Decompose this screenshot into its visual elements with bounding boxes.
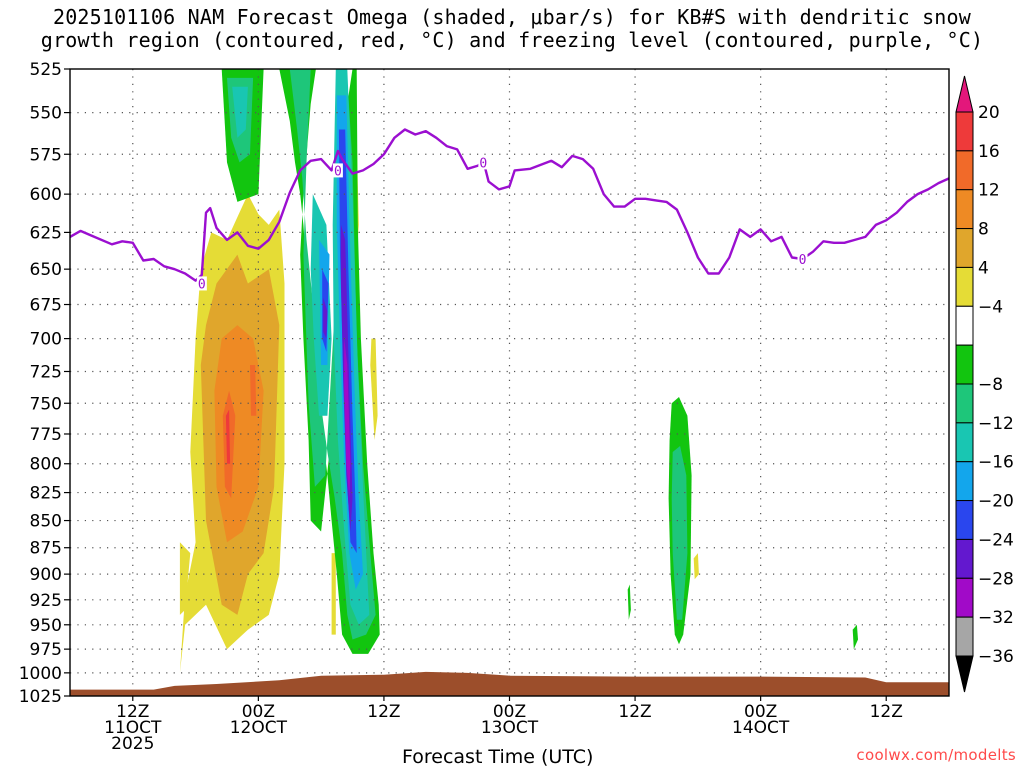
x-tick-label-h54-0: 12Z	[618, 702, 651, 722]
colorbar-label-p12: 12	[978, 181, 1000, 201]
y-tick-label-800: 800	[30, 455, 62, 475]
x-tick-label-h78-0: 12Z	[870, 702, 903, 722]
omega-region-pos20-10	[225, 409, 231, 464]
x-tick-label-h66-0: 00Z	[744, 702, 777, 722]
y-tick-label-550: 550	[30, 104, 62, 124]
omega-region-neg28-28	[344, 338, 351, 499]
freezing-level-label-2: 0	[479, 156, 487, 171]
y-axis: 525 550 575 600 625 650 675 700 725 750 775 800 825 8…	[19, 60, 70, 707]
chart-title-line-1: 2025101106 NAM Forecast Omega (shaded, μ…	[52, 5, 972, 29]
omega-region-neg4-14	[627, 584, 631, 620]
freezing-level-contour: 0 0 0 0	[70, 128, 949, 292]
freezing-level-label-3: 0	[799, 253, 807, 268]
y-tick-label-700: 700	[30, 330, 62, 350]
colorbar-legend: 20 16 12 8 4 −4 −8 −12 −16 −20 −24 −28 −32 −36	[955, 75, 1014, 693]
colorbar-box-9	[955, 461, 974, 502]
y-tick-label-675: 675	[30, 296, 62, 316]
site-credit: coolwx.com/modelts	[856, 746, 1016, 764]
freezing-level-label-1: 0	[334, 164, 342, 179]
colorbar-label-m4: −4	[978, 297, 1003, 317]
omega-region-pos4-5	[693, 553, 699, 580]
colorbar-label-m8: −8	[978, 375, 1003, 395]
omega-region-pos16-9	[250, 365, 257, 416]
omega-region-neg8-18	[671, 446, 688, 620]
colorbar-box-13	[955, 616, 974, 657]
colorbar-box-12	[955, 577, 974, 618]
y-tick-label-1025: 1025	[19, 687, 62, 707]
colorbar-box-6	[955, 344, 974, 385]
y-tick-label-850: 850	[30, 512, 62, 532]
omega-region-neg4-15	[852, 624, 858, 650]
y-tick-label-975: 975	[30, 640, 62, 660]
colorbar-box-10	[955, 500, 974, 540]
colorbar-label-p8: 8	[978, 220, 989, 240]
x-tick-label-h30-0: 12Z	[367, 702, 400, 722]
x-tick-label-h66-1: 14OCT	[732, 718, 790, 738]
colorbar-box-3	[955, 228, 974, 268]
colorbar-label-m32: −32	[978, 608, 1014, 628]
y-tick-label-1000: 1000	[19, 664, 62, 684]
terrain-fill	[70, 671, 949, 696]
x-axis-label: Forecast Time (UTC)	[402, 746, 594, 768]
freezing-label-bg-2	[478, 155, 489, 170]
colorbar-box-7	[955, 383, 974, 424]
y-tick-label-725: 725	[30, 362, 62, 382]
y-tick-label-650: 650	[30, 260, 62, 280]
y-tick-label-625: 625	[30, 223, 62, 243]
colorbar-label-m28: −28	[978, 569, 1014, 589]
freezing-level-label-0: 0	[198, 277, 206, 292]
x-tick-label-h6-0: 12Z	[116, 702, 149, 722]
y-tick-label-525: 525	[30, 60, 62, 80]
colorbar-box-1	[955, 150, 974, 191]
colorbar-label-m12: −12	[978, 414, 1014, 434]
omega-region-pos4-1	[179, 542, 191, 615]
colorbar-box-0	[955, 111, 974, 152]
y-tick-label-875: 875	[30, 539, 62, 559]
terrain-surface	[70, 671, 949, 696]
colorbar-bottom-arrow	[955, 655, 974, 693]
colorbar-top-arrow	[955, 75, 974, 113]
colorbar-box-2	[955, 189, 974, 230]
colorbar-label-m16: −16	[978, 453, 1014, 473]
x-tick-label-h18-0: 00Z	[242, 702, 275, 722]
grid-lines	[70, 69, 949, 696]
colorbar-label-m36: −36	[978, 647, 1014, 667]
chart-title-line-2: growth region (contoured, red, °C) and f…	[40, 28, 984, 52]
omega-region-neg12-19	[232, 86, 248, 138]
y-tick-label-950: 950	[30, 616, 62, 636]
freezing-label-bg-1	[332, 163, 343, 178]
colorbar-box-11	[955, 538, 974, 579]
colorbar-label-p4: 4	[978, 258, 989, 278]
freezing-label-bg-3	[797, 252, 808, 267]
omega-shading	[179, 69, 858, 673]
colorbar-box-5	[955, 305, 974, 346]
y-tick-label-775: 775	[30, 425, 62, 445]
x-tick-label-h6-2: 2025	[111, 734, 154, 754]
y-tick-label-925: 925	[30, 591, 62, 611]
chart-title: 2025101106 NAM Forecast Omega (shaded, μ…	[0, 6, 1024, 52]
colorbar-box-4	[955, 266, 974, 307]
y-tick-label-900: 900	[30, 565, 62, 585]
x-tick-label-h42-0: 00Z	[493, 702, 526, 722]
colorbar-label-p16: 16	[978, 142, 1000, 162]
freezing-label-bg-0	[196, 276, 207, 291]
y-tick-label-575: 575	[30, 145, 62, 165]
x-tick-label-h18-1: 12OCT	[230, 718, 288, 738]
y-tick-label-825: 825	[30, 484, 62, 504]
colorbar-label-m20: −20	[978, 492, 1014, 512]
colorbar-label-p20: 20	[978, 103, 1000, 123]
omega-region-pos4-4	[331, 553, 336, 635]
colorbar-box-8	[955, 422, 974, 463]
omega-region-neg24-26	[323, 297, 328, 339]
omega-region-pos4-3	[370, 338, 378, 440]
x-tick-label-h6-1: 11OCT	[104, 718, 162, 738]
y-tick-label-750: 750	[30, 394, 62, 414]
y-tick-label-600: 600	[30, 185, 62, 205]
colorbar-label-m24: −24	[978, 530, 1014, 550]
x-tick-label-h42-1: 13OCT	[481, 718, 539, 738]
